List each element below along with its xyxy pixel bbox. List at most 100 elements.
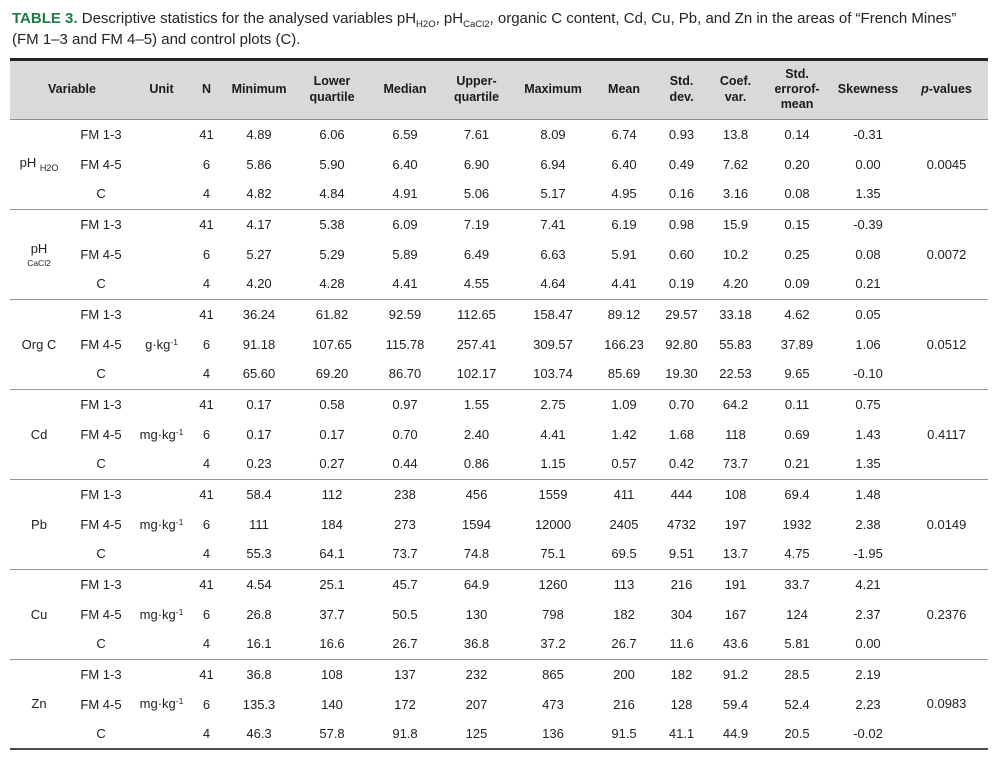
site-label: FM 1-3: [68, 388, 135, 420]
variable-label: Cu: [10, 568, 68, 660]
variable-label: Zn: [10, 658, 68, 750]
value-lower-quartile: 0.17: [319, 426, 345, 442]
value-mean: 166.23: [604, 336, 644, 352]
value-coef-var: 167: [724, 606, 747, 622]
value-median: 238: [370, 478, 441, 510]
value-median: 91.8: [392, 726, 418, 742]
n-value: 41: [189, 658, 225, 690]
caption-text-1: Descriptive statistics for the analysed …: [77, 10, 417, 27]
value-coef-var: 7.62: [722, 156, 749, 172]
value-coef-var: 64.2: [708, 388, 764, 420]
value-std-dev: 19.30: [665, 366, 698, 382]
table-row-ph-fm-1-3: pH CaCl2 FM 1-3 41 4.17 5.38 6.09 7.19 7.41 6.19 0…: [10, 208, 989, 300]
value-minimum: 4.20: [246, 276, 272, 292]
value-coef-var: 43.6: [722, 636, 749, 652]
value-skewness: 2.23: [855, 696, 881, 712]
value-median: 4.91: [392, 186, 418, 202]
value-upper-quartile: 207: [465, 696, 488, 712]
unit-label: mg·kg-1: [134, 478, 190, 570]
unit-label: g·kg-1: [134, 298, 190, 390]
unit-exponent: -1: [175, 426, 184, 437]
value-upper-quartile: 112.65: [440, 298, 514, 330]
value-minimum: 36.8: [224, 658, 295, 690]
column-header-unit: Unit: [134, 59, 190, 120]
table-row-zn-c: C 4 46.3 57.8 91.8 125 136 91.5 41.1 44.9 20.5 -0.0…: [10, 719, 988, 749]
table-row-ph-c: C 4 4.20 4.28 4.41 4.55 4.64 4.41 0.19 4.20 0.09 0.…: [10, 269, 988, 299]
value-lower-quartile: 37.7: [319, 606, 345, 622]
value-maximum: 798: [542, 606, 564, 622]
value-coef-var: 197: [724, 516, 747, 532]
value-mean: 216: [613, 696, 635, 712]
value-maximum: 75.1: [540, 546, 566, 562]
value-median: 86.70: [388, 366, 422, 382]
value-skewness: 1.35: [855, 456, 881, 472]
value-maximum: 2.75: [513, 388, 594, 420]
table-row-cd-c: C 4 0.23 0.27 0.44 0.86 1.15 0.57 0.42 73.7 0.21 1.…: [10, 449, 988, 479]
value-std-dev: 0.93: [668, 126, 695, 142]
value-maximum: 4.64: [540, 276, 566, 292]
value-minimum: 36.24: [224, 298, 295, 330]
value-minimum: 55.3: [246, 546, 272, 562]
value-std-error-of-mean: 5.81: [784, 636, 810, 652]
value-std-error-of-mean: 20.5: [784, 726, 810, 742]
value-skewness: 2.38: [855, 516, 881, 532]
value-mean: 69.5: [611, 546, 637, 562]
n-value: 41: [189, 208, 225, 240]
n-value: 6: [202, 156, 211, 172]
value-minimum: 58.4: [224, 478, 295, 510]
value-mean: 200: [593, 658, 656, 690]
value-std-dev: 304: [670, 606, 693, 622]
value-median: 115.78: [385, 336, 425, 352]
site-label: FM 4-5: [80, 246, 122, 262]
value-std-error-of-mean: 9.65: [784, 366, 810, 382]
caption-subscript-h2o: H2O: [416, 19, 436, 30]
value-std-dev: 0.16: [668, 186, 695, 202]
value-mean: 1.42: [611, 426, 637, 442]
value-mean: 182: [613, 606, 635, 622]
n-value: 6: [202, 696, 211, 712]
table-row-cd-fm-4-5: FM 4-5 6 0.17 0.17 0.70 2.40 4.41 1.42 1.68 118 0.…: [10, 419, 988, 449]
value-std-dev: 0.70: [655, 388, 709, 420]
value-minimum: 0.17: [224, 388, 295, 420]
value-std-dev: 9.51: [668, 546, 695, 562]
value-std-error-of-mean: 0.25: [784, 246, 810, 262]
table-row-cu-c: C 4 16.1 16.6 26.7 36.8 37.2 26.7 11.6 43.6 5.81 0.…: [10, 629, 988, 659]
value-maximum: 5.17: [540, 186, 566, 202]
value-lower-quartile: 5.90: [319, 156, 345, 172]
unit-label: mg·kg-1: [134, 388, 190, 480]
value-lower-quartile: 108: [294, 658, 371, 690]
value-skewness: 0.05: [831, 298, 906, 330]
value-maximum: 37.2: [540, 636, 566, 652]
value-skewness: 0.00: [855, 636, 881, 652]
value-upper-quartile: 232: [440, 658, 514, 690]
value-lower-quartile: 0.27: [319, 456, 345, 472]
n-value: 41: [189, 298, 225, 330]
column-header-n: N: [189, 59, 225, 120]
table-caption-label: TABLE 3.: [12, 10, 78, 27]
value-std-dev: 0.42: [668, 456, 695, 472]
column-header-variable: Variable: [10, 59, 135, 120]
value-upper-quartile: 456: [440, 478, 514, 510]
value-minimum: 4.54: [224, 568, 295, 600]
site-label: C: [96, 636, 106, 652]
value-minimum: 135.3: [242, 696, 276, 712]
value-lower-quartile: 112: [294, 478, 371, 510]
value-std-error-of-mean: 0.21: [784, 456, 810, 472]
caption-text-3: , organic C content, Cd, Cu, Pb, and Zn …: [12, 10, 957, 49]
unit-exponent: -1: [175, 696, 184, 707]
column-header-coef-var: Coef. var.: [708, 59, 764, 120]
value-upper-quartile: 5.06: [463, 186, 490, 202]
value-coef-var: 33.18: [708, 298, 764, 330]
table-row-org-c-fm-4-5: FM 4-5 6 91.18 107.65 115.78 257.41 309.57 166.…: [10, 329, 988, 359]
site-label: C: [96, 276, 106, 292]
value-std-dev: 1.68: [668, 426, 695, 442]
value-minimum: 16.1: [246, 636, 272, 652]
value-median: 0.44: [392, 456, 418, 472]
variable-label: pH H2O: [19, 155, 59, 174]
value-skewness: 0.21: [855, 276, 881, 292]
unit-exponent: -1: [175, 516, 184, 527]
value-coef-var: 91.2: [708, 658, 764, 690]
p-value: 0.0149: [905, 478, 989, 570]
column-header-skewness: Skewness: [831, 59, 906, 120]
site-label: FM 1-3: [68, 658, 135, 690]
